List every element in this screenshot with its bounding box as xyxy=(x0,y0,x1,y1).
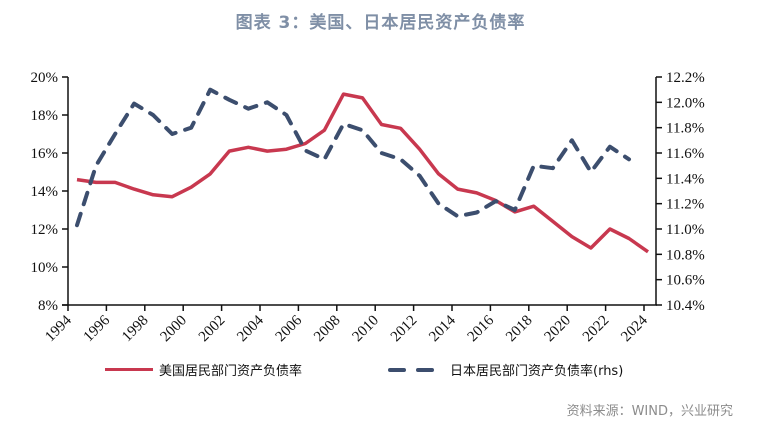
x-tick-label: 2018 xyxy=(503,313,536,346)
legend-label-japan: 日本居民部门资产负债率(rhs) xyxy=(450,364,624,379)
x-tick-label: 2024 xyxy=(618,312,651,345)
right-tick-label: 10.6% xyxy=(666,273,705,289)
legend-swatch-solid-line xyxy=(105,368,153,371)
left-tick-label: 20% xyxy=(31,70,59,86)
right-tick-label: 12.0% xyxy=(666,95,705,111)
legend-swatch-dashed-line xyxy=(388,367,434,372)
left-tick-label: 12% xyxy=(31,222,59,238)
left-tick-label: 18% xyxy=(31,108,59,124)
series-japan-line xyxy=(75,87,631,228)
legend-item-japan: 日本居民部门资产负债率(rhs) xyxy=(388,360,623,379)
right-tick-label: 10.8% xyxy=(666,247,705,263)
x-tick-label: 2006 xyxy=(273,312,306,345)
x-tick-label: 2008 xyxy=(311,313,344,346)
right-tick-label: 11.8% xyxy=(666,121,704,137)
left-tick-label: 8% xyxy=(38,298,58,314)
right-tick-label: 11.6% xyxy=(666,146,704,162)
x-tick-label: 2004 xyxy=(234,312,267,345)
right-tick-label: 12.2% xyxy=(666,70,705,86)
left-tick-label: 10% xyxy=(31,260,59,276)
right-tick-label: 11.4% xyxy=(666,171,704,187)
series-us-line xyxy=(76,92,650,254)
legend-label-us: 美国居民部门资产负债率 xyxy=(159,364,303,379)
chart-title: 图表 3：美国、日本居民资产负债率 xyxy=(235,13,526,33)
x-tick-label: 1994 xyxy=(42,312,75,345)
x-tick-label: 2020 xyxy=(542,313,575,346)
x-tick-label: 2012 xyxy=(388,313,421,346)
x-tick-label: 1996 xyxy=(81,312,114,345)
x-tick-label: 2010 xyxy=(350,313,383,346)
left-tick-label: 16% xyxy=(31,146,59,162)
x-tick-label: 1998 xyxy=(119,313,152,346)
left-tick-label: 14% xyxy=(31,184,59,200)
x-tick-label: 2022 xyxy=(580,313,613,346)
line-chart: 8% 10% 12% 14% 16% 18% 20% 10.4% 10.6% 10.8% 11.0%… xyxy=(31,70,705,346)
source-note: 资料来源：WIND，兴业研究 xyxy=(566,404,733,419)
legend-item-us: 美国居民部门资产负债率 xyxy=(105,360,302,379)
x-tick-label: 2016 xyxy=(465,312,498,345)
right-tick-label: 10.4% xyxy=(666,298,705,314)
x-tick-label: 2002 xyxy=(196,313,229,346)
x-tick-label: 2014 xyxy=(426,312,459,345)
x-tick-label: 2000 xyxy=(158,313,191,346)
right-tick-label: 11.2% xyxy=(666,197,704,213)
right-tick-label: 11.0% xyxy=(666,222,704,238)
